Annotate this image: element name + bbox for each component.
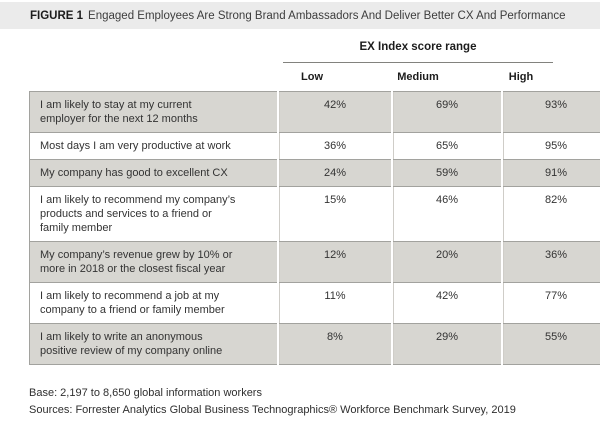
high-value-cell: 95% [502, 133, 600, 160]
high-value-cell: 93% [502, 92, 600, 133]
low-value-cell: 24% [278, 160, 392, 187]
figure-title-bar: FIGURE 1 Engaged Employees Are Strong Br… [0, 2, 600, 29]
table-row: I am likely to recommend a job at my com… [30, 283, 600, 324]
table-row: I am likely to recommend my company’s pr… [30, 187, 600, 242]
low-value-cell: 42% [278, 92, 392, 133]
base-note: Base: 2,197 to 8,650 global information … [29, 385, 580, 402]
table-row: My company’s revenue grew by 10% or more… [30, 242, 600, 283]
column-headers: Low Medium High [29, 71, 572, 83]
figure-label: FIGURE 1 [30, 10, 83, 22]
low-value-cell: 11% [278, 283, 392, 324]
column-header-low: Low [258, 71, 366, 83]
statement-cell: My company has good to excellent CX [30, 160, 279, 187]
medium-value-cell: 46% [392, 187, 502, 242]
statement-cell: I am likely to stay at my current employ… [30, 92, 279, 133]
high-value-cell: 77% [502, 283, 600, 324]
high-value-cell: 55% [502, 324, 600, 365]
statement-cell: I am likely to recommend a job at my com… [30, 283, 279, 324]
medium-value-cell: 59% [392, 160, 502, 187]
table-row: My company has good to excellent CX 24% … [30, 160, 600, 187]
medium-value-cell: 42% [392, 283, 502, 324]
figure-footnotes: Base: 2,197 to 8,650 global information … [29, 385, 580, 418]
medium-value-cell: 65% [392, 133, 502, 160]
column-header-medium: Medium [366, 71, 470, 83]
low-value-cell: 12% [278, 242, 392, 283]
high-value-cell: 36% [502, 242, 600, 283]
statement-cell: I am likely to recommend my company’s pr… [30, 187, 279, 242]
figure-title: Engaged Employees Are Strong Brand Ambas… [88, 10, 566, 22]
table-row: I am likely to write an anonymous positi… [30, 324, 600, 365]
medium-value-cell: 29% [392, 324, 502, 365]
low-value-cell: 8% [278, 324, 392, 365]
table-row: I am likely to stay at my current employ… [30, 92, 600, 133]
data-table: I am likely to stay at my current employ… [29, 91, 600, 365]
statement-cell: My company’s revenue grew by 10% or more… [30, 242, 279, 283]
sources-note: Sources: Forrester Analytics Global Busi… [29, 402, 580, 419]
medium-value-cell: 20% [392, 242, 502, 283]
low-value-cell: 36% [278, 133, 392, 160]
column-header-spacer [29, 71, 258, 83]
high-value-cell: 82% [502, 187, 600, 242]
column-header-high: High [470, 71, 572, 83]
statement-cell: Most days I am very productive at work [30, 133, 279, 160]
table-header-area: EX Index score range Low Medium High [0, 29, 600, 91]
high-value-cell: 91% [502, 160, 600, 187]
group-header-rule [283, 62, 553, 63]
table-group-header: EX Index score range [283, 41, 553, 53]
low-value-cell: 15% [278, 187, 392, 242]
table-row: Most days I am very productive at work 3… [30, 133, 600, 160]
medium-value-cell: 69% [392, 92, 502, 133]
statement-cell: I am likely to write an anonymous positi… [30, 324, 279, 365]
